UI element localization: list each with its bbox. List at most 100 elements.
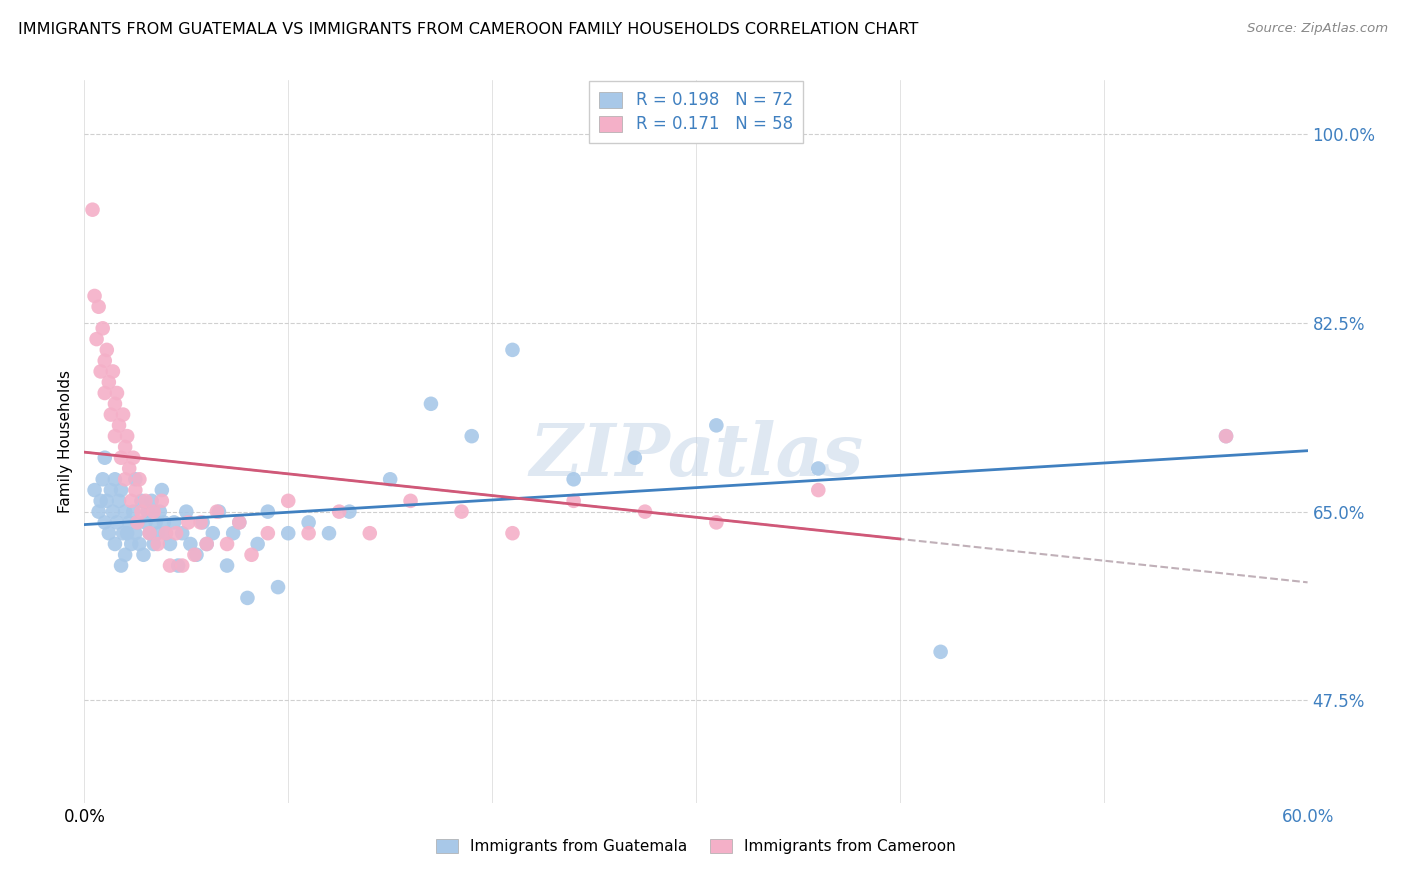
- Point: [502, 526, 524, 541]
- Point: [706, 516, 728, 530]
- Point: [114, 440, 136, 454]
- Point: [208, 505, 231, 519]
- Point: [138, 526, 160, 541]
- Point: [807, 483, 830, 497]
- Point: [146, 526, 169, 541]
- Point: [93, 450, 115, 465]
- Point: [97, 526, 120, 541]
- Legend: Immigrants from Guatemala, Immigrants from Cameroon: Immigrants from Guatemala, Immigrants fr…: [430, 832, 962, 860]
- Point: [929, 645, 952, 659]
- Point: [131, 505, 153, 519]
- Point: [115, 526, 138, 541]
- Point: [114, 505, 136, 519]
- Point: [127, 516, 149, 530]
- Point: [205, 505, 228, 519]
- Point: [141, 493, 163, 508]
- Point: [142, 505, 165, 519]
- Point: [217, 558, 239, 573]
- Point: [190, 516, 212, 530]
- Point: [183, 548, 205, 562]
- Point: [114, 548, 136, 562]
- Point: [298, 526, 321, 541]
- Point: [93, 516, 115, 530]
- Point: [257, 526, 280, 541]
- Point: [118, 516, 141, 530]
- Point: [328, 505, 350, 519]
- Point: [1215, 429, 1237, 443]
- Point: [201, 526, 224, 541]
- Point: [132, 548, 155, 562]
- Point: [118, 461, 141, 475]
- Point: [562, 493, 585, 508]
- Point: [100, 483, 122, 497]
- Point: [112, 408, 135, 422]
- Point: [172, 558, 194, 573]
- Point: [195, 537, 218, 551]
- Text: IMMIGRANTS FROM GUATEMALA VS IMMIGRANTS FROM CAMEROON FAMILY HOUSEHOLDS CORRELAT: IMMIGRANTS FROM GUATEMALA VS IMMIGRANTS …: [18, 22, 918, 37]
- Point: [1215, 429, 1237, 443]
- Point: [96, 493, 118, 508]
- Point: [138, 526, 160, 541]
- Point: [100, 408, 122, 422]
- Point: [217, 537, 239, 551]
- Point: [96, 343, 118, 357]
- Point: [155, 526, 177, 541]
- Point: [191, 516, 214, 530]
- Point: [339, 505, 361, 519]
- Point: [124, 472, 146, 486]
- Point: [624, 450, 647, 465]
- Point: [90, 493, 112, 508]
- Point: [101, 364, 124, 378]
- Point: [159, 558, 181, 573]
- Point: [267, 580, 290, 594]
- Point: [136, 505, 159, 519]
- Point: [150, 483, 173, 497]
- Point: [145, 516, 167, 530]
- Point: [91, 472, 114, 486]
- Point: [420, 397, 443, 411]
- Point: [167, 558, 190, 573]
- Point: [155, 526, 177, 541]
- Point: [461, 429, 484, 443]
- Point: [179, 537, 201, 551]
- Point: [277, 493, 299, 508]
- Point: [159, 537, 181, 551]
- Point: [146, 537, 169, 551]
- Point: [93, 386, 115, 401]
- Point: [124, 483, 146, 497]
- Point: [104, 397, 127, 411]
- Point: [97, 376, 120, 390]
- Point: [122, 450, 145, 465]
- Point: [110, 558, 132, 573]
- Point: [562, 472, 585, 486]
- Point: [135, 516, 157, 530]
- Point: [634, 505, 657, 519]
- Point: [128, 537, 150, 551]
- Point: [450, 505, 472, 519]
- Point: [104, 537, 127, 551]
- Point: [110, 450, 132, 465]
- Point: [359, 526, 381, 541]
- Point: [101, 505, 124, 519]
- Point: [83, 483, 105, 497]
- Point: [228, 516, 250, 530]
- Text: ZIPatlas: ZIPatlas: [529, 420, 863, 491]
- Point: [86, 332, 108, 346]
- Point: [120, 493, 142, 508]
- Point: [174, 505, 197, 519]
- Point: [87, 300, 110, 314]
- Point: [240, 548, 263, 562]
- Point: [246, 537, 269, 551]
- Point: [298, 516, 321, 530]
- Y-axis label: Family Households: Family Households: [58, 370, 73, 513]
- Point: [104, 472, 127, 486]
- Point: [149, 505, 172, 519]
- Point: [228, 516, 250, 530]
- Point: [105, 386, 128, 401]
- Point: [222, 526, 245, 541]
- Point: [135, 493, 157, 508]
- Point: [82, 202, 104, 217]
- Point: [115, 429, 138, 443]
- Point: [153, 516, 176, 530]
- Point: [124, 526, 146, 541]
